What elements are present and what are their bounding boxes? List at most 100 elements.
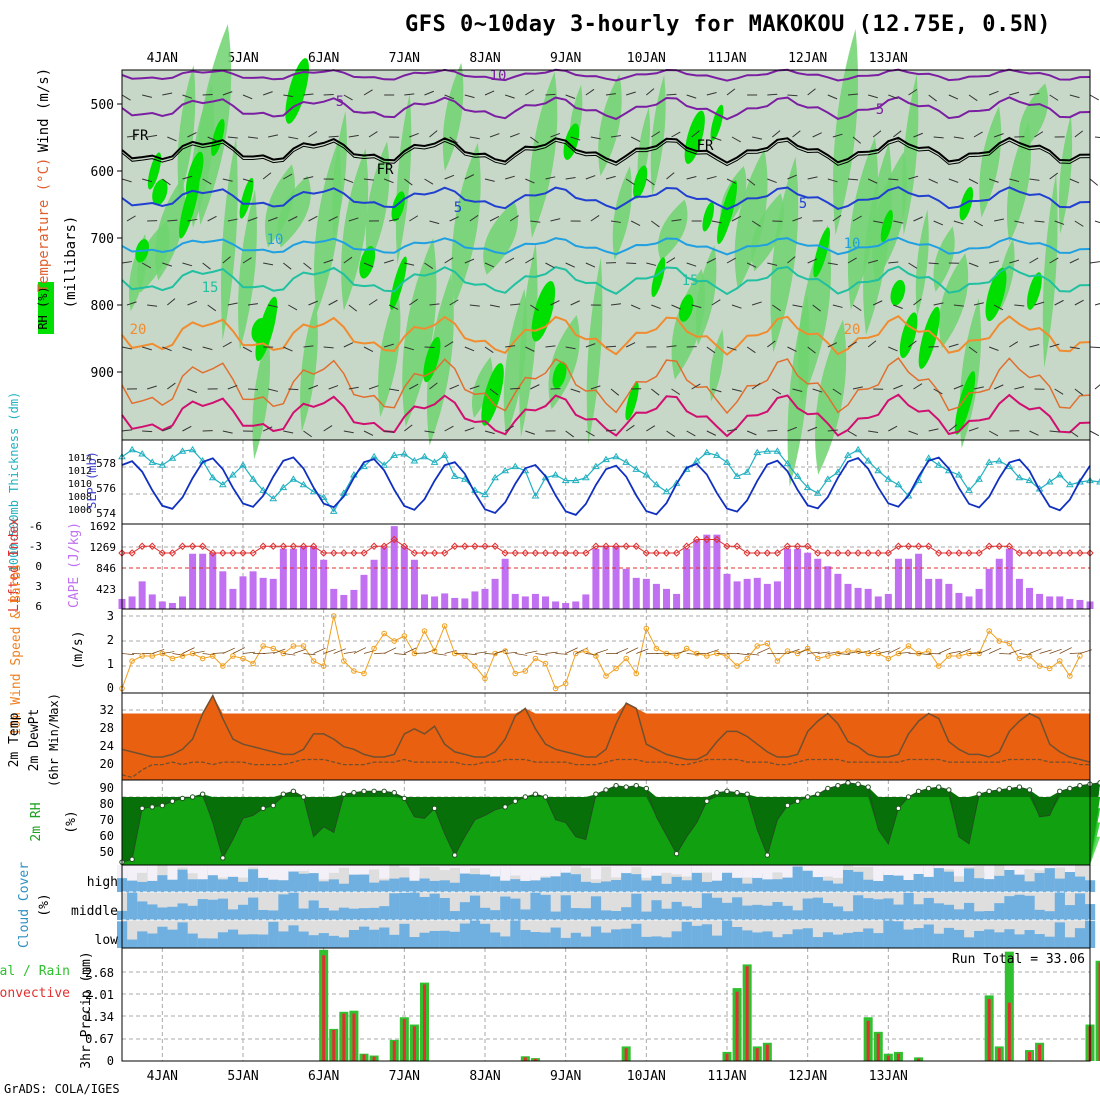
- li-point: [319, 549, 328, 557]
- wind-barb: [525, 257, 535, 264]
- cape-bar: [219, 571, 227, 609]
- li-point: [662, 549, 671, 557]
- precip-convective-bar: [352, 1013, 356, 1061]
- cloud-clear: [802, 865, 813, 871]
- contour-label: 20: [844, 322, 861, 338]
- cloud-clear: [348, 865, 360, 875]
- wind-speed-point: [875, 650, 882, 657]
- precip-convective-bar: [745, 966, 749, 1061]
- li-point: [269, 542, 277, 550]
- rh-point: [280, 791, 287, 797]
- rh-point: [905, 794, 912, 800]
- wind-barb: [807, 176, 818, 180]
- li-point: [461, 542, 469, 550]
- cloud-clear: [711, 865, 723, 881]
- rh-point: [502, 804, 508, 810]
- wind-barb: [968, 346, 978, 354]
- cape-bar: [975, 588, 983, 609]
- wind-barb: [646, 262, 657, 266]
- wind-barb: [242, 346, 253, 353]
- wind-barb: [182, 175, 193, 180]
- wind-speed-point: [482, 675, 488, 682]
- cloud-cell: [217, 932, 229, 948]
- cloud-cell: [590, 882, 602, 892]
- precip-convective-bar: [987, 999, 991, 1061]
- wind-speed-point: [774, 658, 781, 664]
- cloud-cell: [550, 927, 561, 948]
- wind-speed-point: [925, 648, 932, 654]
- wind-speed-point: [653, 645, 660, 652]
- thickness-point: [400, 450, 409, 457]
- wind-barb: [469, 304, 480, 307]
- rh-bright-patch: [239, 177, 254, 219]
- cape-bar: [1036, 593, 1044, 609]
- cape-bar: [380, 546, 388, 609]
- surface-wind-barb: [978, 648, 992, 654]
- thickness-point: [874, 466, 883, 474]
- wind-barb: [167, 298, 176, 306]
- rh-plume: [734, 148, 768, 290]
- li-point: [894, 542, 903, 550]
- cloud-cell: [893, 904, 904, 920]
- wind-barb: [283, 173, 293, 180]
- cape-bar: [683, 548, 691, 609]
- wind-speed-point: [1077, 653, 1083, 659]
- li-point: [682, 542, 691, 550]
- cloud-cell: [631, 923, 642, 948]
- cape-bar: [511, 593, 519, 609]
- wind-barb: [429, 382, 438, 390]
- surface-wind-barb: [263, 652, 276, 654]
- contour-label: 5: [876, 102, 884, 118]
- cape-bar: [663, 588, 670, 609]
- rh-point: [1026, 787, 1033, 793]
- cloud-cell: [389, 893, 400, 920]
- temp-contour-minus5: [121, 96, 1091, 121]
- wind-barb: [772, 304, 781, 312]
- cloud-cell: [187, 905, 198, 920]
- rh-plume: [300, 301, 318, 432]
- cloud-clear: [449, 865, 460, 869]
- wind-barb: [706, 430, 717, 436]
- rh-plume: [220, 137, 238, 341]
- wind-barb: [671, 219, 682, 222]
- wind-barb: [247, 136, 258, 139]
- cloud-cell: [1064, 937, 1076, 948]
- wind-barb: [1054, 220, 1065, 225]
- cloud-cell: [1014, 894, 1025, 920]
- wind-barb: [1089, 430, 1100, 437]
- wind-barb: [746, 430, 757, 436]
- surface-wind-barb: [384, 647, 397, 654]
- cloud-cell: [338, 907, 350, 920]
- cloud-cell: [318, 907, 329, 920]
- cloud-cell: [399, 892, 410, 920]
- wind-barb: [504, 257, 515, 264]
- date-label-bottom: 6JAN: [308, 1069, 339, 1084]
- wind-barb: [147, 134, 158, 138]
- wind-barb: [1014, 304, 1025, 307]
- rh-legend-swatch: [38, 282, 54, 334]
- wind-barb: [731, 304, 742, 309]
- cloud-clear: [611, 865, 622, 878]
- li-point: [198, 542, 207, 550]
- wind-speed-point: [220, 663, 226, 669]
- cape-bar: [632, 577, 640, 609]
- thickness-point: [249, 475, 257, 482]
- wind-barb: [565, 262, 575, 268]
- wind-barb: [706, 92, 717, 96]
- rh-bright-patch: [359, 245, 376, 279]
- wind-speed-point: [643, 625, 650, 632]
- wind-speed-point: [603, 673, 609, 679]
- wind-speed-point: [734, 663, 740, 669]
- rh-plume: [612, 165, 632, 261]
- wind-barb: [832, 214, 842, 222]
- rh-point: [623, 784, 629, 790]
- wind-barb: [222, 256, 231, 264]
- wind-barb: [383, 178, 394, 184]
- wind-barb: [933, 136, 944, 139]
- surface-wind-barb: [323, 648, 336, 654]
- wind-barb: [988, 178, 999, 183]
- cloud-cell: [742, 905, 753, 920]
- wind-barb: [610, 220, 621, 223]
- li-point: [763, 549, 772, 557]
- rh-bright-patch: [651, 257, 666, 298]
